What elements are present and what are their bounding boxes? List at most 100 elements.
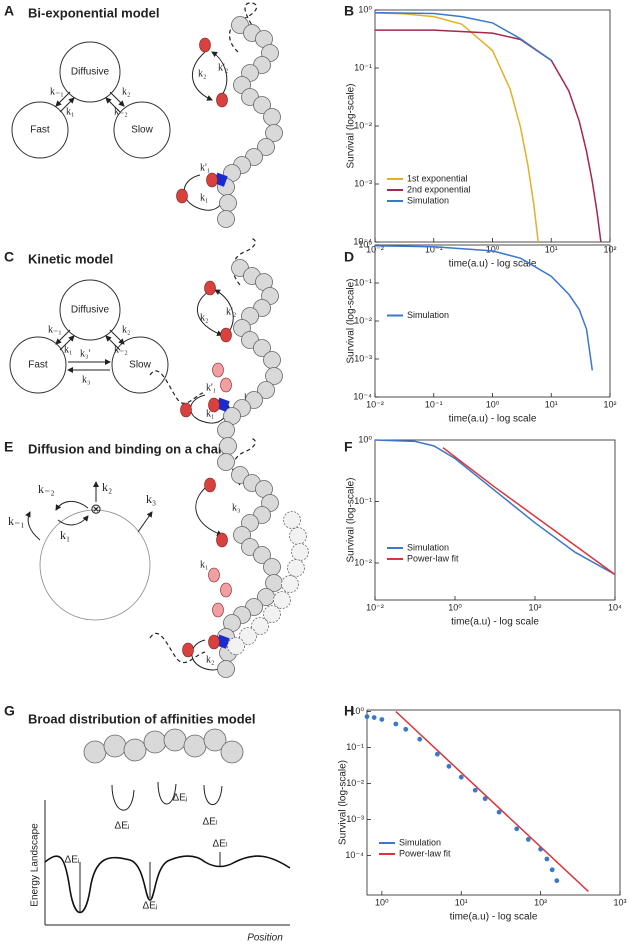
arrow <box>105 97 121 113</box>
protein <box>208 397 220 413</box>
x-tick-label: 10² <box>603 399 616 409</box>
rate-label: k'₂ <box>226 306 236 317</box>
bead <box>219 194 237 212</box>
y-tick-label: 10⁻¹ <box>354 277 372 287</box>
panel-label: F <box>344 439 353 455</box>
bead <box>263 605 281 623</box>
rate-label: k₋₁ <box>8 514 25 528</box>
arrow <box>109 91 125 107</box>
x-axis-label: time(a.u) - log scale <box>449 414 537 425</box>
bead <box>263 351 281 369</box>
node-label: Slow <box>131 125 153 136</box>
data-point <box>472 787 478 793</box>
node-label: Fast <box>28 360 48 371</box>
diagram-g: Broad distribution of affinities model Δ… <box>28 711 291 944</box>
y-tick-label: 10⁻² <box>354 120 372 130</box>
data-point <box>549 867 555 873</box>
diagram-title: Bi-exponential model <box>28 5 159 20</box>
arrow <box>211 51 228 96</box>
bead <box>217 453 235 471</box>
data-point <box>458 774 464 780</box>
bead <box>257 138 275 156</box>
data-point <box>417 736 423 742</box>
protein <box>182 642 194 658</box>
y-axis-label: Survival (log-scale) <box>346 278 357 363</box>
diagram-title: Broad distribution of affinities model <box>28 711 256 726</box>
data-point <box>525 837 531 842</box>
well-sketch <box>111 781 223 811</box>
x-tick-label: 10² <box>534 897 547 907</box>
rate-label: k₋₂ <box>38 482 55 496</box>
rate-label: k₁ <box>200 192 209 203</box>
target-site: ⊗ <box>90 501 102 517</box>
bead <box>291 543 309 561</box>
bead <box>217 210 235 228</box>
y-tick-label: 10⁻⁴ <box>353 236 372 246</box>
protein <box>216 92 228 108</box>
state-node <box>59 41 121 103</box>
data-point <box>514 826 520 832</box>
bead <box>283 511 301 529</box>
legend-label: 2nd exponential <box>407 184 471 194</box>
panel-label: B <box>344 3 354 19</box>
x-tick-label: 10¹ <box>545 244 558 254</box>
dashed-path <box>229 2 258 53</box>
legend-label: Simulation <box>407 195 449 205</box>
bead <box>251 617 269 635</box>
rate-label: k₋₂ <box>114 344 128 355</box>
y-tick-label: 10⁻¹ <box>354 496 372 506</box>
bead <box>163 728 187 752</box>
bead <box>263 108 281 126</box>
rate-label: k₂ <box>200 312 209 323</box>
bead <box>253 96 271 114</box>
bead <box>227 637 245 655</box>
y-tick-label: 10⁻¹ <box>354 62 372 72</box>
y-tick-label: 10⁻³ <box>354 353 372 363</box>
data-point <box>403 726 409 732</box>
state-node <box>9 336 67 394</box>
arrow <box>25 511 41 541</box>
chart: 10⁰ 10¹ 10² 10³ 10⁻⁴ 10⁻³ 10⁻² 10⁻¹ 10⁰ time(a.u)… <box>338 706 627 923</box>
bead <box>289 527 307 545</box>
data-point <box>371 715 377 720</box>
data-point <box>379 717 385 722</box>
series-line <box>374 11 552 62</box>
rate-label: k₃ <box>232 502 241 513</box>
rate-label: k₋₂ <box>114 106 128 117</box>
data-point <box>554 878 560 884</box>
series-line <box>395 710 589 893</box>
series-line <box>442 447 616 576</box>
y-tick-label: 10⁻² <box>354 557 372 567</box>
legend-label: Simulation <box>407 542 449 552</box>
bead <box>219 437 237 455</box>
arrow <box>137 511 153 533</box>
rate-label: k'₁ <box>200 162 210 173</box>
x-tick-label: 10⁰ <box>448 602 462 612</box>
well-label: ΔEₗ <box>202 817 217 828</box>
energy-curve <box>44 855 291 914</box>
x-axis-label: time(a.u) - log scale <box>449 259 537 270</box>
panel-label: E <box>4 439 13 455</box>
dashed-path <box>149 370 206 404</box>
bead <box>273 591 291 609</box>
x-tick-label: 10² <box>528 602 541 612</box>
bead <box>183 734 207 758</box>
arrow <box>57 515 89 526</box>
rate-label: k₃' <box>80 348 90 359</box>
bead <box>239 627 257 645</box>
depth-label: ΔEₗ <box>212 839 227 850</box>
bead <box>220 740 244 764</box>
node-label: Fast <box>30 125 50 136</box>
protein <box>220 327 232 343</box>
chart: 10⁻² 10⁻¹ 10⁰ 10¹ 10² 10⁻⁴ 10⁻³ 10⁻² 10⁻¹ 10⁰ time… <box>346 239 617 424</box>
y-tick-label: 10⁰ <box>350 706 364 716</box>
protein <box>208 634 220 650</box>
data-point <box>544 856 550 862</box>
series-line <box>374 439 616 576</box>
bead <box>263 558 281 576</box>
rate-label: k₂ <box>198 68 207 79</box>
arrow <box>55 501 89 511</box>
state-node <box>59 279 121 341</box>
arrow <box>59 335 75 351</box>
